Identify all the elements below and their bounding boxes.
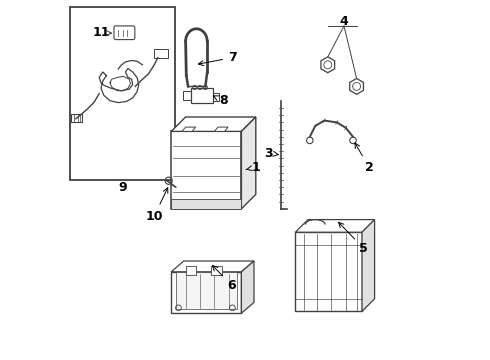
- FancyBboxPatch shape: [114, 26, 135, 40]
- Polygon shape: [362, 220, 374, 311]
- Bar: [183, 91, 191, 100]
- Text: 4: 4: [340, 15, 348, 28]
- Bar: [175, 272, 237, 309]
- Text: 5: 5: [339, 222, 368, 255]
- Polygon shape: [295, 220, 374, 232]
- Text: 2: 2: [355, 143, 373, 174]
- Text: 7: 7: [198, 51, 237, 66]
- Polygon shape: [215, 127, 228, 131]
- Bar: [295, 232, 362, 311]
- Bar: [213, 93, 219, 101]
- Bar: [71, 7, 175, 180]
- Bar: [186, 266, 196, 275]
- Bar: [72, 114, 82, 122]
- Text: 10: 10: [146, 188, 168, 222]
- Text: 3: 3: [264, 147, 278, 159]
- Bar: [191, 88, 213, 103]
- Polygon shape: [171, 117, 256, 131]
- Text: 8: 8: [214, 94, 228, 107]
- Polygon shape: [182, 127, 196, 131]
- Bar: [171, 272, 242, 313]
- Bar: [171, 131, 242, 209]
- Polygon shape: [171, 261, 254, 272]
- Polygon shape: [242, 261, 254, 313]
- Polygon shape: [242, 117, 256, 209]
- Text: 6: 6: [213, 266, 236, 292]
- Text: 1: 1: [246, 161, 260, 174]
- Text: 11: 11: [92, 26, 110, 39]
- Text: 9: 9: [118, 181, 127, 194]
- Bar: [171, 199, 242, 209]
- Bar: [211, 266, 221, 275]
- Bar: [153, 49, 168, 58]
